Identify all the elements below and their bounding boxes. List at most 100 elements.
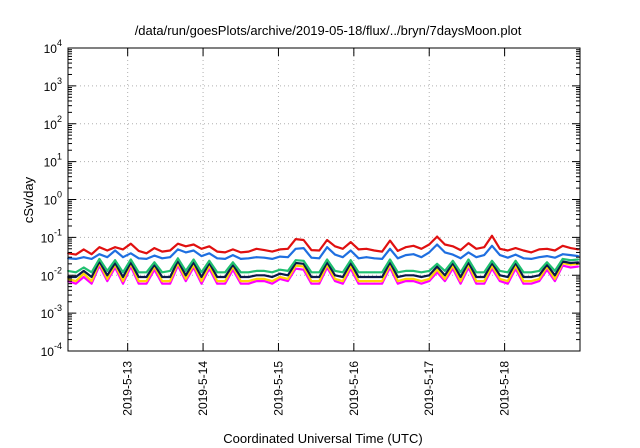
data-point (294, 238, 297, 241)
data-point (396, 257, 399, 260)
data-point (506, 280, 509, 283)
data-point (137, 249, 140, 252)
data-point (412, 274, 415, 277)
y-tick-label: 103 (44, 76, 62, 94)
data-point (82, 270, 85, 272)
data-point (169, 276, 171, 278)
data-point (302, 247, 305, 250)
data-point (373, 280, 376, 283)
data-point (538, 278, 541, 280)
data-point (122, 282, 124, 285)
data-point (184, 251, 187, 254)
data-point (522, 271, 525, 274)
data-point (82, 266, 85, 269)
data-point (553, 274, 556, 277)
data-point (184, 278, 187, 280)
data-point (318, 282, 321, 285)
data-point (90, 253, 93, 256)
data-point (420, 276, 423, 278)
data-point (428, 274, 431, 277)
data-point (122, 248, 124, 251)
data-point (310, 276, 313, 278)
data-point (263, 274, 266, 277)
data-point (396, 249, 399, 252)
data-point (530, 280, 533, 283)
data-point (302, 262, 305, 265)
data-point (530, 258, 533, 260)
data-point (263, 280, 266, 283)
data-point (577, 258, 580, 261)
data-point (247, 250, 250, 253)
data-point (553, 249, 556, 252)
data-point (106, 270, 109, 272)
data-point (499, 254, 501, 257)
data-point (459, 276, 462, 278)
data-point (145, 280, 148, 283)
data-point (106, 274, 109, 277)
data-point (569, 262, 572, 264)
data-point (365, 256, 368, 259)
data-point (491, 259, 493, 262)
data-point (177, 242, 179, 245)
data-point (499, 280, 501, 283)
data-point (145, 276, 148, 278)
data-point (153, 247, 156, 250)
data-point (357, 282, 360, 285)
data-point (412, 280, 415, 283)
data-point (357, 276, 360, 278)
series-3 (67, 257, 580, 274)
data-point (381, 276, 384, 278)
data-point (318, 271, 321, 274)
data-point (467, 258, 470, 261)
data-point (106, 280, 109, 283)
data-point (279, 278, 281, 280)
data-point (506, 271, 509, 274)
data-point (161, 257, 164, 260)
data-point (318, 249, 321, 252)
data-point (341, 276, 344, 278)
data-point (404, 254, 407, 257)
data-point (263, 256, 266, 259)
series-line (67, 261, 579, 283)
data-point (247, 257, 250, 260)
data-point (381, 282, 384, 285)
data-point (404, 274, 407, 277)
data-point (428, 278, 431, 280)
x-tick-label: 2019-5-13 (121, 361, 135, 416)
data-point (522, 276, 525, 278)
data-point (255, 256, 258, 259)
y-tick-label: 102 (44, 114, 62, 132)
data-point (90, 280, 93, 283)
data-point (263, 249, 266, 252)
data-point (341, 247, 344, 250)
data-point (577, 265, 580, 268)
data-point (310, 271, 313, 274)
data-point (334, 280, 336, 283)
x-tick-label: 2019-5-15 (271, 361, 285, 416)
data-point (530, 276, 533, 278)
data-point (459, 280, 462, 283)
data-point (82, 256, 85, 259)
data-point (483, 246, 486, 249)
data-point (98, 253, 101, 256)
y-tick-label: 10-4 (41, 341, 62, 359)
data-point (553, 280, 556, 283)
data-point (420, 280, 423, 283)
data-point (546, 255, 548, 258)
data-point (381, 280, 384, 283)
data-point (467, 242, 470, 245)
data-point (499, 274, 501, 277)
data-point (444, 278, 446, 280)
data-point (82, 272, 85, 275)
x-tick-label: 2019-5-14 (196, 361, 210, 416)
data-point (216, 257, 219, 260)
data-point (538, 256, 541, 259)
data-point (420, 247, 423, 250)
data-point (310, 282, 313, 285)
data-point (200, 271, 203, 274)
data-point (444, 280, 446, 283)
data-point (161, 276, 164, 278)
data-point (577, 255, 580, 258)
data-point (530, 251, 533, 254)
